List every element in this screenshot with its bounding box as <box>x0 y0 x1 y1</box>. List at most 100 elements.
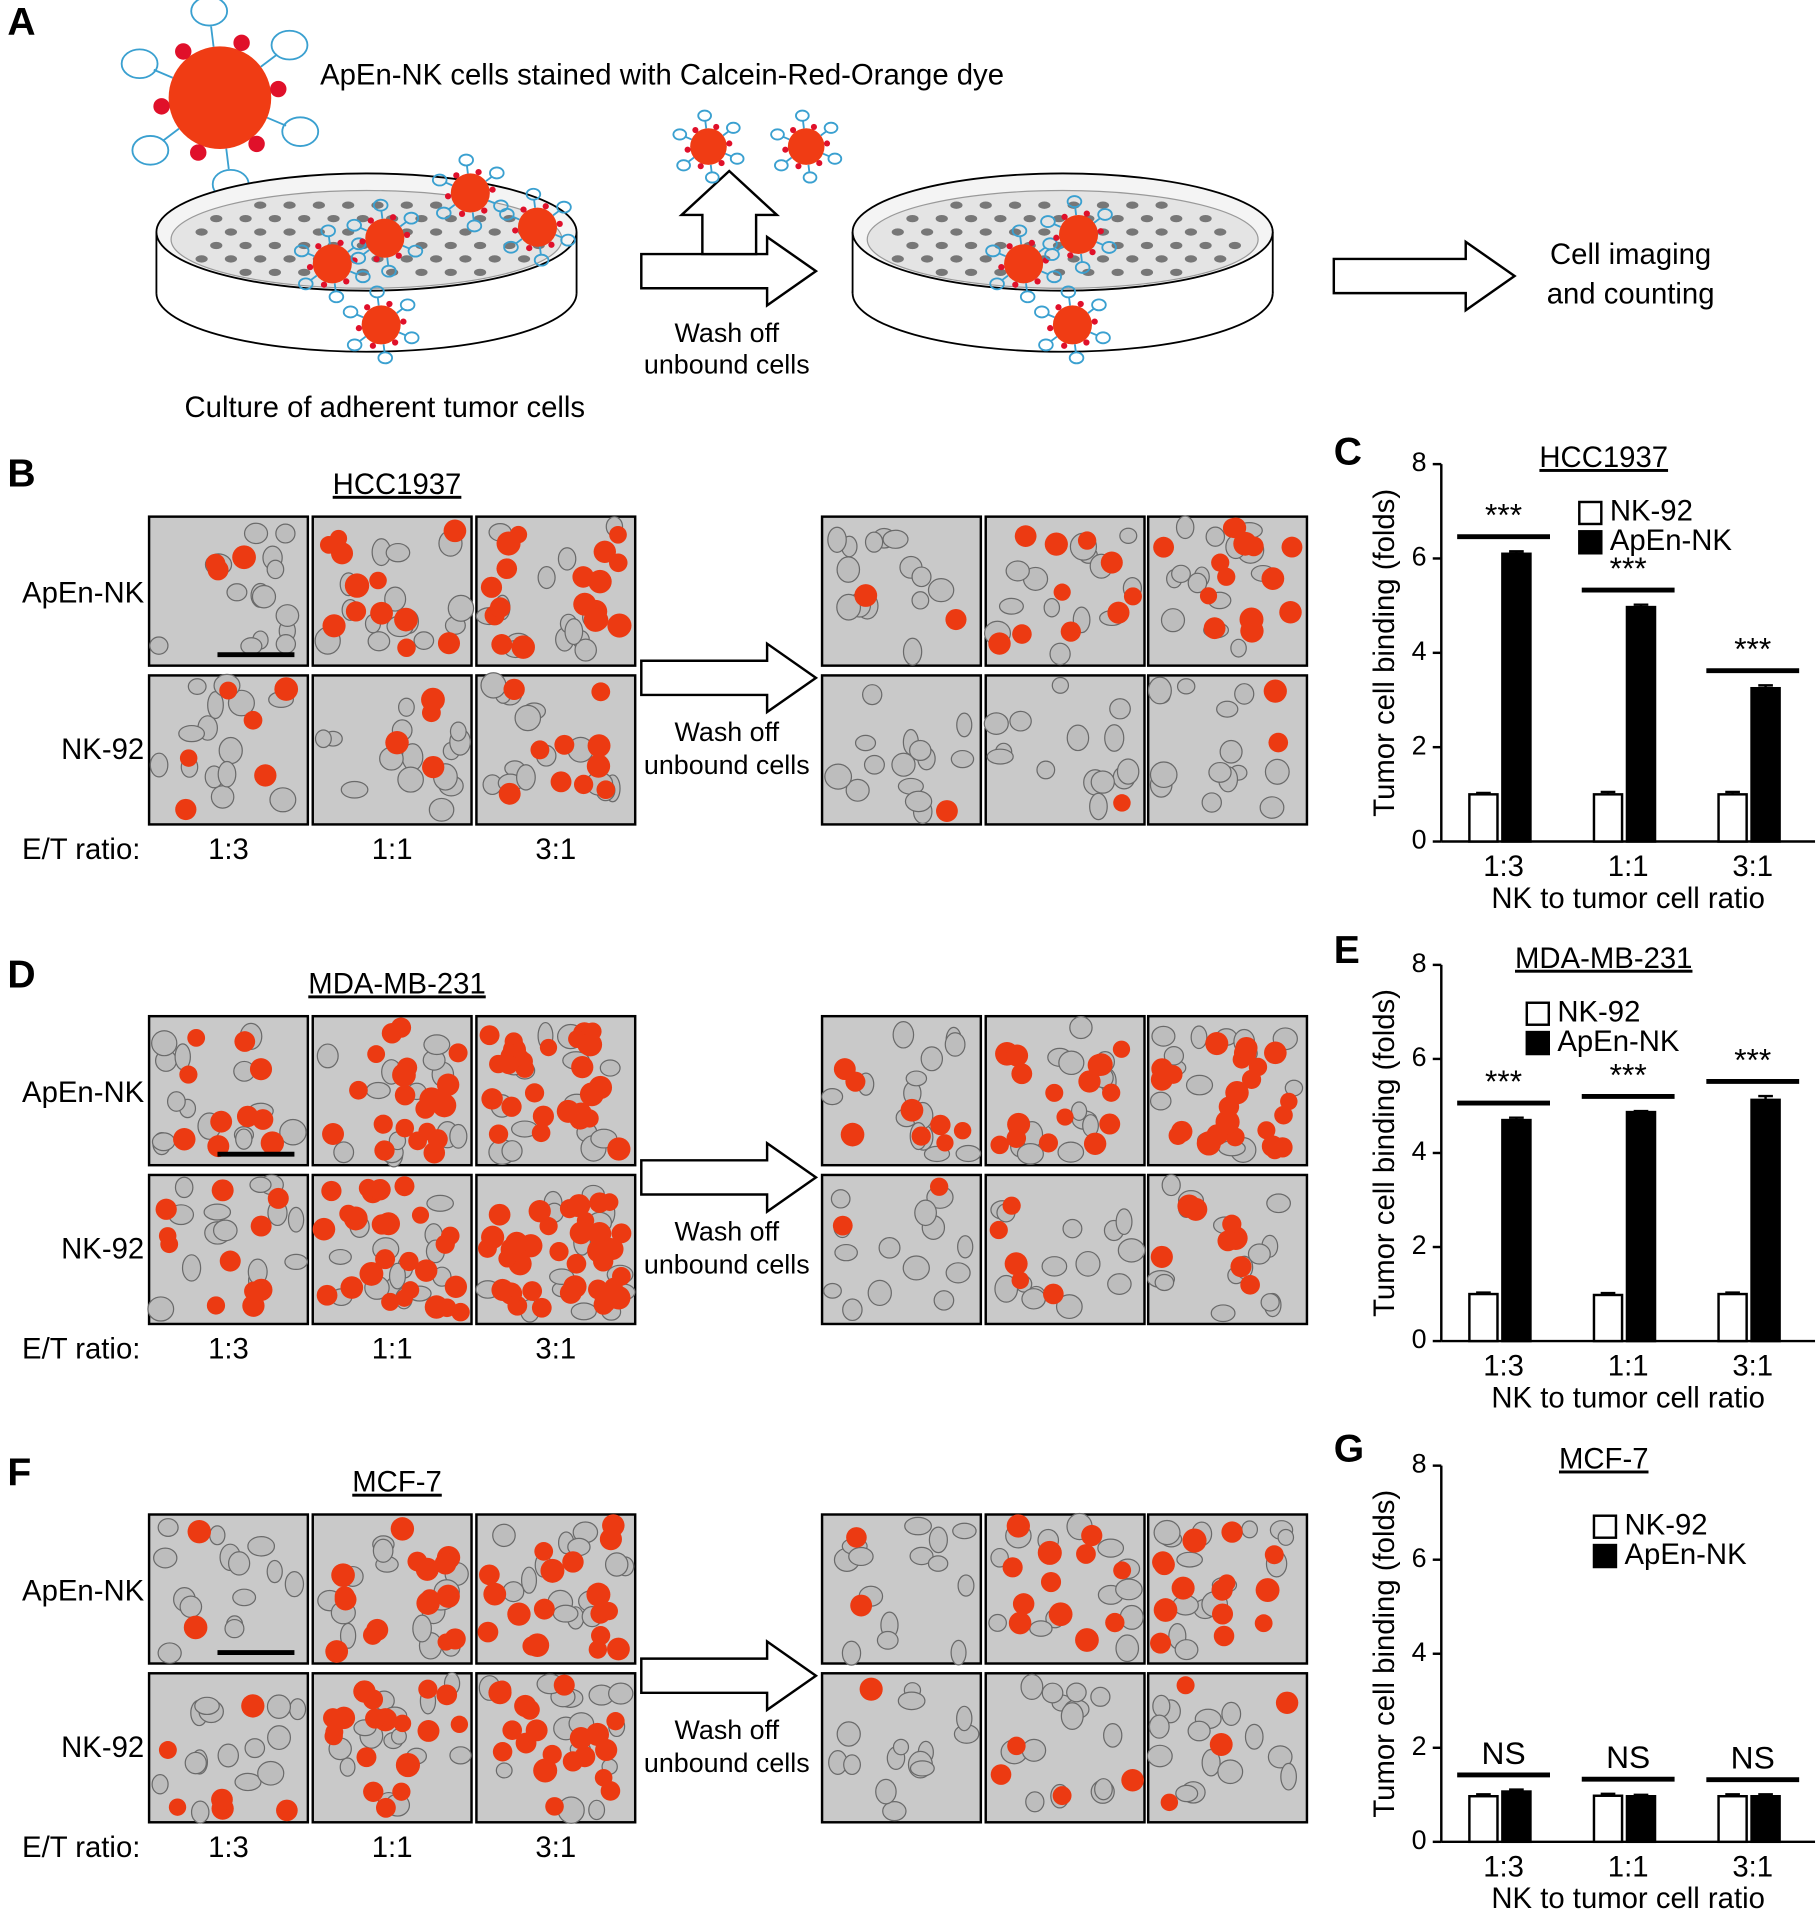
tumor-cell <box>1009 710 1032 732</box>
tumor-cell <box>604 1552 629 1577</box>
receptor-loop <box>293 244 310 258</box>
panel-label: B <box>7 453 35 496</box>
receptor-stalk <box>802 120 805 129</box>
tumor-cell <box>244 1738 266 1759</box>
ratio: 3:1 <box>535 1333 576 1366</box>
labeled-nk-cell <box>1075 1628 1099 1652</box>
tumor-cell <box>287 1206 305 1233</box>
labeled-nk-cell <box>1211 553 1230 572</box>
labeled-nk-cell <box>411 1206 430 1224</box>
panel-title: MDA-MB-231 <box>308 967 485 1000</box>
receptor-loop <box>725 121 741 134</box>
labeled-nk-cell <box>588 1075 613 1100</box>
tumor-cell <box>1147 676 1172 705</box>
error-bar <box>1600 1792 1616 1796</box>
labeled-nk-cell <box>415 1557 439 1581</box>
receptor-loop <box>1044 248 1060 261</box>
labeled-nk-cell <box>418 1679 438 1699</box>
y-tick-label: 0 <box>1412 825 1427 855</box>
labeled-nk-cell <box>322 614 346 638</box>
labeled-nk-cell <box>1268 732 1289 753</box>
labeled-nk-cell <box>420 1589 440 1609</box>
tumor-cell <box>209 1525 226 1546</box>
receptor-stalk <box>380 210 384 219</box>
labeled-nk-cell <box>588 569 612 594</box>
labeled-nk-cell <box>358 1178 378 1198</box>
tumor-cell <box>473 268 487 277</box>
bar <box>1592 1293 1624 1343</box>
dye-spot <box>400 318 407 325</box>
tumor-cell <box>1096 255 1110 263</box>
row-label: NK-92 <box>61 733 144 766</box>
receptor-stalk <box>225 148 230 170</box>
labeled-nk-cell <box>519 1699 540 1720</box>
receptor-loop <box>770 128 785 141</box>
receptor-stalk <box>471 212 475 221</box>
tumor-cell <box>904 790 933 813</box>
labeled-nk-cell <box>533 1598 555 1620</box>
labeled-nk-cell <box>1240 619 1264 643</box>
dye-spot <box>1089 248 1096 256</box>
tumor-cell <box>1154 1273 1175 1292</box>
labeled-nk-cell <box>1184 1197 1208 1221</box>
receptor-loop <box>377 351 393 365</box>
tumor-cell <box>1210 1304 1236 1323</box>
tumor-cell <box>1247 1243 1271 1265</box>
receptor-stalk <box>386 257 390 266</box>
receptor-stalk <box>333 283 337 292</box>
tumor-cell <box>1244 1723 1264 1750</box>
labeled-nk-cell <box>399 1251 419 1272</box>
tumor-cell <box>1051 676 1070 694</box>
labeled-nk-cell <box>1011 1063 1033 1085</box>
labeled-nk-cell <box>609 525 627 544</box>
tumor-cell <box>268 214 281 223</box>
tumor-cell <box>232 1588 257 1607</box>
dye-spot <box>489 186 496 193</box>
x-tick-label: 1:1 <box>1608 850 1649 883</box>
labeled-nk-cell <box>586 754 611 778</box>
labeled-nk-cell <box>168 1798 187 1816</box>
tumor-cell <box>1075 1250 1101 1277</box>
dye-spot <box>248 135 265 153</box>
labeled-nk-cell <box>1225 1081 1249 1105</box>
tumor-cell <box>537 566 556 590</box>
tumor-cell <box>426 1194 454 1212</box>
labeled-nk-cell <box>1087 1054 1110 1077</box>
labeled-nk-cell <box>492 1680 512 1700</box>
labeled-nk-cell <box>990 1764 1012 1785</box>
labeled-nk-cell <box>515 1732 537 1754</box>
labeled-nk-cell <box>274 677 299 701</box>
labeled-nk-cell <box>1209 1733 1233 1756</box>
tumor-cell <box>356 214 369 223</box>
tumor-cell <box>384 586 407 612</box>
labeled-nk-cell <box>187 1519 212 1544</box>
panel-label: C <box>1334 431 1362 474</box>
labeled-nk-cell <box>492 1742 513 1762</box>
labeled-nk-cell <box>254 764 277 787</box>
receptor-stalk <box>1090 331 1098 337</box>
tumor-cell <box>1146 1744 1173 1768</box>
tumor-cell <box>570 1302 597 1321</box>
tumor-cell <box>1126 255 1139 263</box>
labeled-nk-cell <box>392 1782 411 1801</box>
tumor-cell <box>1241 1520 1259 1539</box>
tumor-cell <box>1008 201 1022 209</box>
tumor-cell <box>314 729 332 749</box>
tumor-cell <box>234 1772 262 1792</box>
tumor-cell <box>190 1800 210 1824</box>
dye-spot <box>998 263 1005 271</box>
tumor-cell <box>269 787 297 813</box>
legend-swatch <box>1578 530 1603 555</box>
labeled-nk-cell <box>528 1200 551 1223</box>
dye-spot <box>481 207 488 214</box>
tumor-cell <box>927 1555 949 1572</box>
tumor-cell <box>413 631 435 651</box>
tumor-cell <box>911 566 932 588</box>
tumor-cell <box>492 1523 516 1548</box>
tumor-cell <box>178 724 205 743</box>
tumor-cell <box>830 1189 851 1209</box>
labeled-nk-cell <box>573 774 594 795</box>
labeled-nk-cell <box>502 1720 523 1741</box>
labeled-nk-cell <box>1123 587 1142 606</box>
